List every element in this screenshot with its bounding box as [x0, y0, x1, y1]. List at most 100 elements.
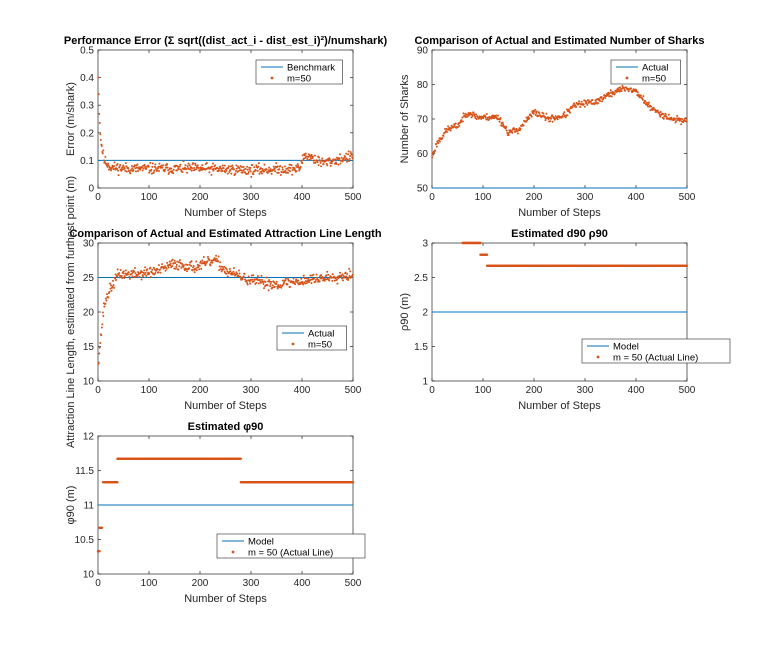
- data-point: [178, 265, 181, 268]
- data-point: [589, 100, 592, 103]
- chart-title: Comparison of Actual and Estimated Numbe…: [415, 35, 705, 47]
- data-point: [222, 268, 225, 271]
- data-point: [172, 168, 175, 171]
- data-point: [284, 279, 287, 282]
- legend-label: m=50: [308, 340, 332, 351]
- x-tick-label: 200: [526, 385, 543, 396]
- data-point: [195, 168, 198, 171]
- data-point: [141, 166, 144, 169]
- legend-box: [255, 59, 343, 85]
- data-point: [338, 153, 341, 156]
- data-point: [166, 163, 169, 166]
- x-tick-label: 100: [141, 192, 158, 203]
- data-point: [292, 277, 295, 280]
- data-point: [188, 263, 191, 266]
- data-point: [179, 163, 182, 166]
- data-point: [121, 166, 124, 169]
- data-point: [128, 277, 131, 280]
- data-point: [617, 87, 620, 90]
- data-point: [554, 115, 557, 118]
- data-point: [535, 110, 538, 113]
- data-point: [309, 274, 312, 277]
- data-point: [130, 165, 133, 168]
- data-point: [190, 169, 193, 172]
- data-point: [484, 116, 487, 119]
- data-point: [203, 260, 206, 263]
- data-point: [165, 267, 168, 270]
- data-point: [199, 260, 202, 263]
- data-point: [312, 273, 315, 276]
- data-point: [620, 90, 623, 93]
- data-point: [650, 105, 653, 108]
- x-tick-label: 300: [577, 192, 594, 203]
- data-point: [149, 275, 152, 278]
- data-point: [312, 161, 315, 164]
- data-point: [260, 172, 263, 175]
- data-point: [200, 167, 203, 170]
- data-point: [162, 164, 165, 167]
- data-point: [283, 165, 286, 168]
- data-point: [470, 116, 473, 119]
- x-tick-label: 500: [345, 578, 362, 589]
- data-point: [329, 164, 332, 167]
- data-point: [210, 173, 213, 176]
- data-point: [667, 113, 670, 116]
- data-point: [216, 166, 219, 169]
- data-point: [191, 167, 194, 170]
- data-point: [612, 91, 615, 94]
- data-point: [209, 264, 212, 267]
- data-point: [141, 169, 144, 172]
- data-point: [318, 280, 321, 283]
- data-point: [289, 285, 292, 288]
- series-steps: [96, 457, 355, 553]
- data-point: [299, 165, 302, 168]
- data-point: [442, 134, 445, 137]
- data-point: [153, 169, 156, 172]
- legend-label: m = 50 (Actual Line): [613, 353, 698, 364]
- data-point: [449, 129, 452, 132]
- data-point: [165, 166, 168, 169]
- legend-box: [216, 533, 366, 559]
- data-point: [225, 169, 228, 172]
- data-point: [333, 279, 336, 282]
- x-axis-label: Number of Steps: [184, 207, 267, 219]
- data-point: [325, 274, 328, 277]
- data-point: [281, 166, 284, 169]
- data-point: [609, 94, 612, 97]
- data-point: [627, 90, 630, 93]
- data-point: [170, 167, 173, 170]
- data-point: [119, 163, 122, 166]
- data-point: [535, 112, 538, 115]
- data-point: [585, 102, 588, 105]
- data-point: [306, 279, 309, 282]
- data-point: [131, 167, 134, 170]
- data-point: [446, 130, 449, 133]
- data-point: [246, 165, 249, 168]
- data-point: [685, 264, 689, 267]
- y-tick-label: 20: [83, 308, 95, 319]
- x-tick-label: 300: [243, 578, 260, 589]
- data-point: [133, 267, 136, 270]
- data-point: [105, 164, 108, 167]
- data-point: [453, 123, 456, 126]
- data-point: [192, 264, 195, 267]
- chart-perf-error: 0 100 200 300 400 500 0 0.1 0.2 0.3 0.4 0.5Performa…: [64, 35, 388, 219]
- data-point: [124, 162, 127, 165]
- data-point: [281, 279, 284, 282]
- data-point: [232, 270, 235, 273]
- data-point: [276, 165, 279, 168]
- data-point: [197, 166, 200, 169]
- data-point: [331, 273, 334, 276]
- data-point: [267, 280, 270, 283]
- data-point: [180, 266, 183, 269]
- data-point: [613, 92, 616, 95]
- y-tick-label: 0.1: [80, 156, 94, 167]
- data-point: [272, 165, 275, 168]
- data-point: [265, 276, 268, 279]
- data-point: [599, 100, 602, 103]
- data-point: [169, 264, 172, 267]
- data-point: [117, 169, 120, 172]
- data-point: [197, 266, 200, 269]
- data-point: [206, 255, 209, 258]
